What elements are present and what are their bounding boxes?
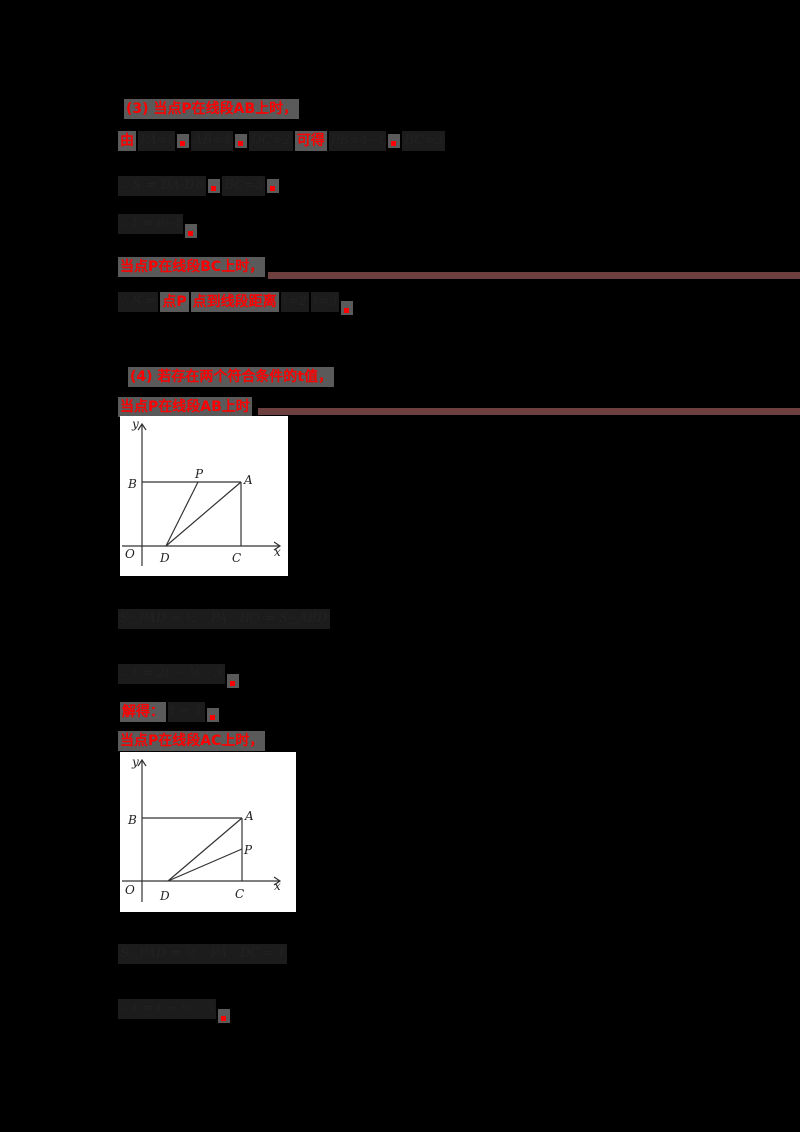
svg-text:A: A [244,809,254,823]
svg-text:x: x [274,545,281,559]
period-mark [218,1009,231,1023]
case1-result: 解得： t = 1 [120,702,221,722]
svg-text:A: A [243,473,253,487]
svg-text:B: B [127,477,137,491]
divider-rule [268,272,800,279]
figure-rectangle-p-on-ab: y x O B P A D C [120,416,288,576]
svg-text:P: P [243,843,253,857]
period-mark [206,708,219,722]
comma-mark [177,134,190,148]
case1-formula1: S△PAD = ½ · PA · BO = S△ABD [118,609,332,629]
svg-text:x: x [274,879,281,893]
comma-mark [267,179,280,193]
section3-line3: ∴ t = 6−t [118,210,199,238]
case1-formula2: ∴ t = 2t − ½ · 3 [118,660,241,688]
case2-heading: 当点P在线段AC上时， [118,731,266,751]
period-mark [226,674,239,688]
case2-formula1: S△PAD = ½ · PA · DC = t [118,944,289,964]
period-mark [185,224,198,238]
comma-mark [235,134,248,148]
section3-line2: ∴ S = DA·DB BC=3 [118,176,281,196]
divider-rule [258,408,800,415]
section3-heading: (3) 当点P在线段AB上时， [124,99,301,119]
case2-formula2: ∴ t = t − ½ · 3 [118,995,232,1023]
section3-line1: 由 PA=t AB=4 DC=2 可得 PB=4−t BC=3 [118,131,446,151]
section3-sub-line: ∴ S = 点P 点到线段距离 t=2 t=3 [118,289,355,315]
svg-text:B: B [127,813,137,827]
svg-text:O: O [125,883,135,897]
svg-text:C: C [232,551,241,565]
section3-sub-heading: 当点P在线段BC上时， [118,257,266,277]
comma-mark [208,179,221,193]
figure-rectangle-p-on-ac: y x O B P A D C [120,752,296,912]
svg-text:D: D [159,889,170,903]
svg-text:y: y [131,755,139,769]
period-mark [341,301,354,315]
svg-text:y: y [131,417,139,431]
heading-text: (3) 当点P在线段AB上时， [124,99,300,119]
svg-text:O: O [125,547,135,561]
section4-heading: (4) 若存在两个符合条件的t值， [128,367,335,387]
comma-mark [388,134,401,148]
svg-text:P: P [194,467,204,481]
svg-text:D: D [159,551,170,565]
case1-heading: 当点P在线段AB上时 [118,397,252,417]
svg-text:C: C [235,887,244,901]
